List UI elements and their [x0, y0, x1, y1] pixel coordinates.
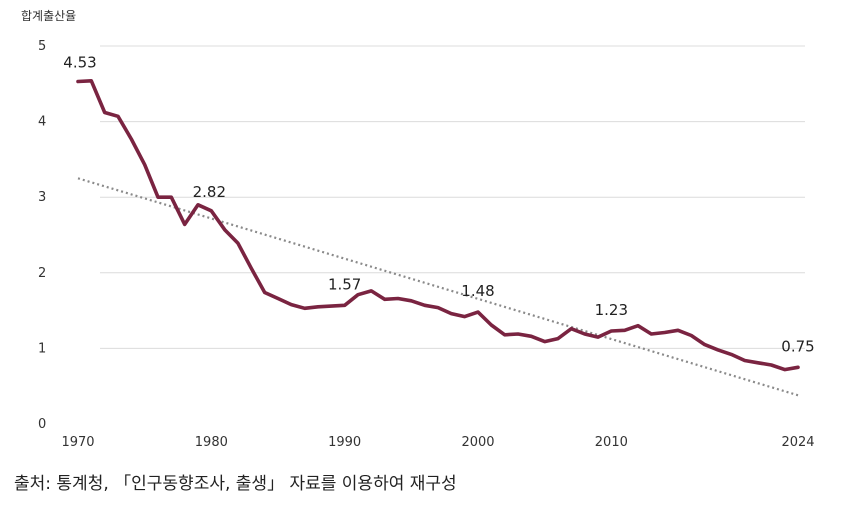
- y-tick-labels: 0 1 2 3 4 5: [38, 39, 46, 432]
- x-tick-1970: 1970: [61, 435, 94, 450]
- x-tick-labels: 1970 1980 1990 2000 2010 2024: [61, 435, 814, 450]
- y-tick-5: 5: [38, 39, 46, 54]
- data-series: [76, 79, 800, 397]
- y-tick-4: 4: [38, 115, 46, 130]
- y-tick-2: 2: [38, 266, 46, 281]
- data-label-2010: 1.23: [595, 301, 628, 319]
- x-tick-2000: 2000: [461, 435, 494, 450]
- trend-line: [77, 177, 799, 397]
- data-label-2000: 1.48: [461, 282, 494, 300]
- x-tick-2010: 2010: [595, 435, 628, 450]
- y-tick-1: 1: [38, 341, 46, 356]
- data-label-1990: 1.57: [328, 275, 361, 293]
- x-tick-1990: 1990: [328, 435, 361, 450]
- x-tick-2024: 2024: [781, 435, 814, 450]
- data-labels: 4.53 2.82 1.57 1.48 1.23 0.75: [63, 54, 814, 356]
- y-tick-0: 0: [38, 417, 46, 432]
- source-note: 출처: 통계청, 「인구동향조사, 출생」 자료를 이용하여 재구성: [14, 474, 457, 494]
- fertility-rate-chart: 합계출산율 0 1 2 3 4 5 1970 1980 1990 2000 2010 2024 4.…: [21, 9, 815, 450]
- data-label-2024: 0.75: [781, 337, 814, 355]
- y-tick-3: 3: [38, 190, 46, 205]
- gridlines: [100, 45, 805, 349]
- data-label-1970: 4.53: [63, 54, 96, 72]
- data-label-1980: 2.82: [193, 183, 226, 201]
- y-axis-label: 합계출산율: [21, 9, 76, 23]
- x-tick-1980: 1980: [195, 435, 228, 450]
- fertility-rate-line: [76, 79, 800, 372]
